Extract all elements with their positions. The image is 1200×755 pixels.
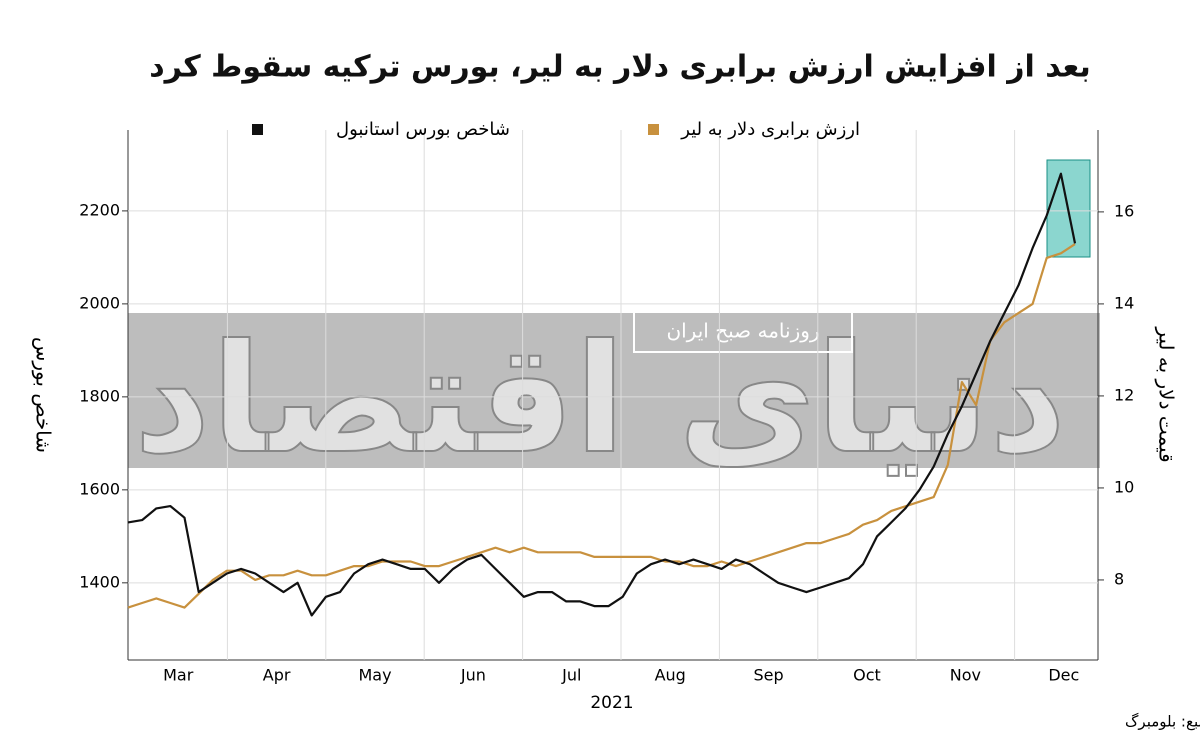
legend-label: شاخص بورس استانبول xyxy=(336,119,510,140)
x-tick-label: Nov xyxy=(950,666,981,685)
y-tick-label: 2200 xyxy=(79,200,120,219)
watermark-band xyxy=(128,313,1100,468)
watermark-tag: روزنامه صبح ایران xyxy=(666,319,819,343)
y2-axis-label: قیمت دلار به لیر xyxy=(1155,326,1179,462)
y-tick-label: 2000 xyxy=(79,293,120,312)
legend-swatch xyxy=(648,124,659,135)
y2-tick-label: 14 xyxy=(1114,293,1134,312)
x-tick-label: Sep xyxy=(754,666,784,685)
x-axis-label: 2021 xyxy=(590,693,633,713)
y2-tick-label: 12 xyxy=(1114,385,1134,404)
y-tick-label: 1600 xyxy=(79,479,120,498)
y-axis-label: شاخص بورس xyxy=(32,337,56,453)
source: منبع: بلومبرگ xyxy=(1125,713,1200,731)
x-tick-label: Jun xyxy=(460,666,486,685)
y2-tick-label: 8 xyxy=(1114,569,1124,588)
watermark: دنیای اقتصاد xyxy=(134,313,1067,487)
legend-label: ارزش برابری دلار به لیر xyxy=(680,119,860,140)
y2-tick-label: 10 xyxy=(1114,477,1134,496)
x-tick-label: Oct xyxy=(853,666,881,685)
chart-title: بعد از افزایش ارزش برابری دلار به لیر، ب… xyxy=(149,50,1091,85)
series-line xyxy=(127,243,1076,609)
watermark-tag-box xyxy=(633,309,853,353)
x-tick-label: Dec xyxy=(1048,666,1079,685)
x-tick-label: Jul xyxy=(561,666,581,685)
x-tick-label: Mar xyxy=(163,666,194,685)
y-tick-label: 1400 xyxy=(79,572,120,591)
legend-swatch xyxy=(252,124,263,135)
x-tick-label: Aug xyxy=(655,666,686,685)
x-tick-label: May xyxy=(358,666,391,685)
series-line xyxy=(127,172,1077,617)
y2-tick-label: 16 xyxy=(1114,201,1134,220)
y-tick-label: 1800 xyxy=(79,386,120,405)
x-tick-label: Apr xyxy=(263,666,291,685)
